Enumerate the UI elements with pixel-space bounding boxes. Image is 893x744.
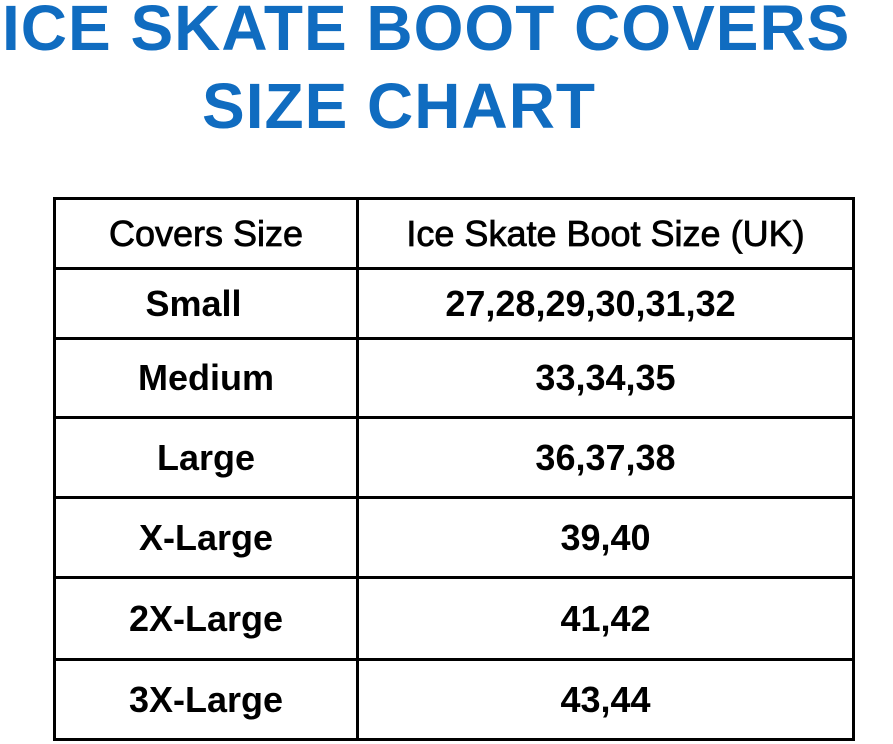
table-row: 3X-Large 43,44: [53, 658, 855, 741]
table-row: Small 27,28,29,30,31,32: [53, 267, 855, 340]
size-chart-table: Covers Size Ice Skate Boot Size (UK) Sma…: [53, 197, 855, 741]
cover-size-cell: Medium: [53, 337, 359, 419]
boot-size-cell: 41,42: [356, 576, 855, 661]
table-row: 2X-Large 41,42: [53, 576, 855, 661]
cover-size-cell: 3X-Large: [53, 658, 359, 741]
header-covers-size: Covers Size: [53, 197, 359, 270]
header-boot-size: Ice Skate Boot Size (UK): [356, 197, 855, 270]
title-line-2: SIZE CHART: [202, 70, 596, 142]
table-row: Medium 33,34,35: [53, 337, 855, 419]
title-line-1: ICE SKATE BOOT COVERS: [2, 0, 851, 64]
cover-size-cell: Small: [53, 267, 359, 340]
table-header-row: Covers Size Ice Skate Boot Size (UK): [53, 197, 855, 270]
cover-size-cell: 2X-Large: [53, 576, 359, 661]
cover-size-cell: Large: [53, 416, 359, 499]
boot-size-cell: 33,34,35: [356, 337, 855, 419]
boot-size-cell: 36,37,38: [356, 416, 855, 499]
cover-size-cell: X-Large: [53, 496, 359, 579]
table-row: X-Large 39,40: [53, 496, 855, 579]
boot-size-cell: 43,44: [356, 658, 855, 741]
table-row: Large 36,37,38: [53, 416, 855, 499]
boot-size-cell: 27,28,29,30,31,32: [356, 267, 855, 340]
boot-size-cell: 39,40: [356, 496, 855, 579]
